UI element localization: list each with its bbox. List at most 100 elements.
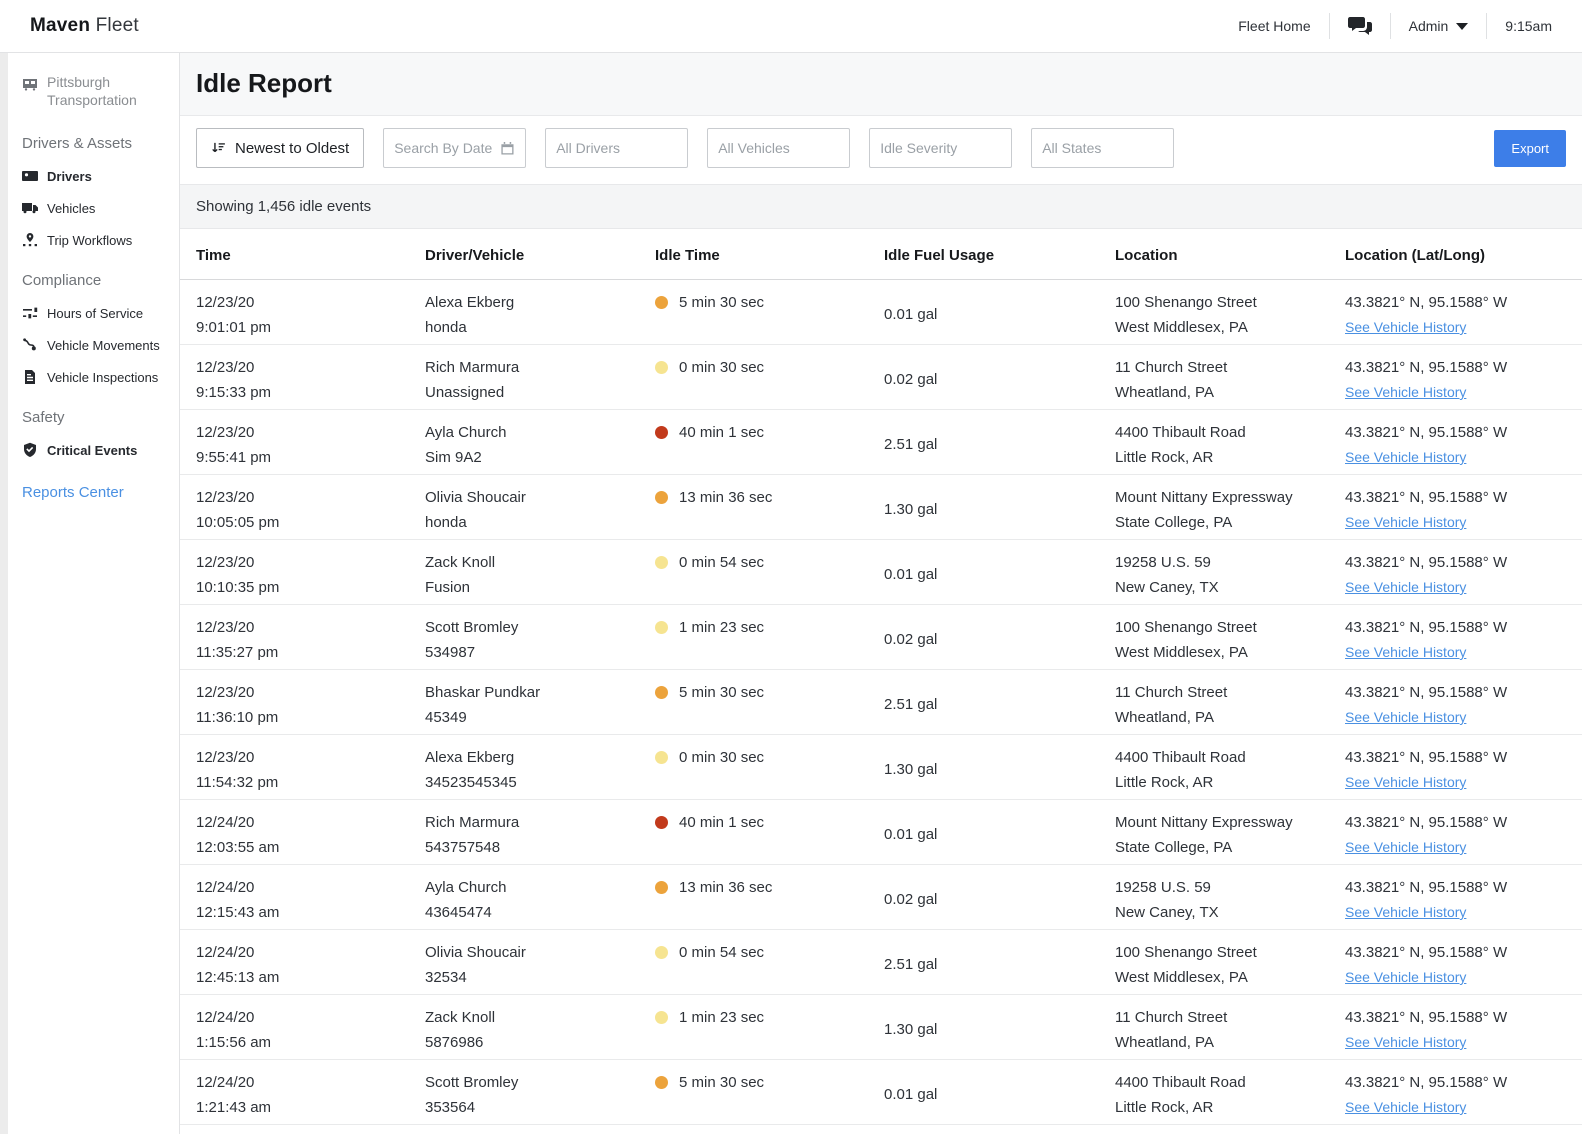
idle-time-cell: 0 min 54 sec bbox=[655, 940, 884, 965]
idle-time-cell: 0 min 30 sec bbox=[655, 745, 884, 770]
search-by-date-filter[interactable] bbox=[383, 128, 527, 168]
event-time: 12:03:55 am bbox=[196, 839, 280, 856]
idle-time-cell: 5 min 30 sec bbox=[655, 290, 884, 315]
col-header-driver-vehicle: Driver/Vehicle bbox=[425, 247, 525, 264]
see-vehicle-history-link[interactable]: See Vehicle History bbox=[1345, 709, 1467, 725]
event-time: 11:54:32 pm bbox=[196, 774, 279, 791]
driver-vehicle-cell: Ayla Church Sim 9A2 bbox=[425, 420, 655, 474]
event-date: 12/23/20 bbox=[196, 294, 255, 311]
event-time: 10:10:35 pm bbox=[196, 579, 280, 596]
driver-name: Alexa Ekberg bbox=[425, 294, 515, 311]
vehicle-name: Fusion bbox=[425, 579, 471, 596]
idle-time-cell: 0 min 54 sec bbox=[655, 550, 884, 575]
lat-long-value: 43.3821° N, 95.1588° W bbox=[1345, 619, 1508, 636]
see-vehicle-history-link[interactable]: See Vehicle History bbox=[1345, 449, 1467, 465]
driver-vehicle-cell: Olivia Shoucair 32534 bbox=[425, 940, 655, 994]
sidebar-item-vehicle-movements[interactable]: Vehicle Movements bbox=[8, 329, 179, 361]
see-vehicle-history-link[interactable]: See Vehicle History bbox=[1345, 969, 1467, 985]
sidebar-item-vehicle-inspections[interactable]: Vehicle Inspections bbox=[8, 361, 179, 393]
route-icon bbox=[23, 233, 37, 247]
idle-severity-input[interactable] bbox=[880, 140, 1002, 156]
all-drivers-input[interactable] bbox=[556, 140, 678, 156]
driver-name: Scott Bromley bbox=[425, 619, 519, 636]
see-vehicle-history-link[interactable]: See Vehicle History bbox=[1345, 514, 1467, 530]
location-cell: 4400 Thibault Road Little Rock, AR bbox=[1115, 745, 1345, 799]
location-city: New Caney, TX bbox=[1115, 579, 1219, 596]
sidebar-item-drivers[interactable]: Drivers bbox=[8, 160, 179, 192]
location-city: Wheatland, PA bbox=[1115, 1034, 1214, 1051]
driver-vehicle-cell: Alexa Ekberg 34523545345 bbox=[425, 745, 655, 799]
driver-vehicle-cell: Bhaskar Pundkar 45349 bbox=[425, 680, 655, 734]
latlong-cell: 43.3821° N, 95.1588° W See Vehicle Histo… bbox=[1345, 355, 1582, 409]
see-vehicle-history-link[interactable]: See Vehicle History bbox=[1345, 644, 1467, 660]
see-vehicle-history-link[interactable]: See Vehicle History bbox=[1345, 319, 1467, 335]
sidebar-item-vehicles[interactable]: Vehicles bbox=[8, 192, 179, 224]
search-by-date-input[interactable] bbox=[394, 140, 501, 156]
all-states-filter[interactable] bbox=[1031, 128, 1175, 168]
latlong-cell: 43.3821° N, 95.1588° W See Vehicle Histo… bbox=[1345, 615, 1582, 669]
event-time: 1:21:43 am bbox=[196, 1099, 272, 1116]
see-vehicle-history-link[interactable]: See Vehicle History bbox=[1345, 1034, 1467, 1050]
all-states-input[interactable] bbox=[1042, 140, 1164, 156]
admin-menu[interactable]: Admin bbox=[1409, 18, 1469, 34]
table-row: 12/23/20 9:01:01 pm Alexa Ekberg honda 5… bbox=[180, 280, 1582, 345]
driver-name: Scott Bromley bbox=[425, 1074, 519, 1091]
app-logo[interactable]: Maven Fleet bbox=[30, 15, 139, 37]
location-city: Little Rock, AR bbox=[1115, 1099, 1214, 1116]
export-button[interactable]: Export bbox=[1494, 129, 1566, 167]
sort-order-label: Newest to Oldest bbox=[235, 139, 350, 157]
section-drivers-assets: Drivers & Assets bbox=[22, 135, 133, 153]
see-vehicle-history-link[interactable]: See Vehicle History bbox=[1345, 774, 1467, 790]
sort-order-button[interactable]: Newest to Oldest bbox=[196, 128, 365, 168]
vehicle-name: Sim 9A2 bbox=[425, 449, 482, 466]
event-date: 12/24/20 bbox=[196, 1009, 255, 1026]
table-row: 12/23/20 11:36:10 pm Bhaskar Pundkar 453… bbox=[180, 670, 1582, 735]
see-vehicle-history-link[interactable]: See Vehicle History bbox=[1345, 904, 1467, 920]
idle-fuel-usage: 0.01 gal bbox=[884, 305, 938, 323]
all-vehicles-input[interactable] bbox=[718, 140, 840, 156]
document-icon bbox=[25, 370, 35, 385]
idle-severity-filter[interactable] bbox=[869, 128, 1013, 168]
driver-vehicle-cell: Scott Bromley 353564 bbox=[425, 1070, 655, 1124]
chat-icon[interactable] bbox=[1347, 16, 1372, 36]
sidebar-item-reports-center[interactable]: Reports Center bbox=[22, 484, 124, 502]
topbar: Maven Fleet Fleet Home Admin 9:15am bbox=[0, 0, 1582, 53]
all-drivers-filter[interactable] bbox=[545, 128, 689, 168]
company-selector[interactable]: Pittsburgh Transportation bbox=[8, 59, 179, 119]
see-vehicle-history-link[interactable]: See Vehicle History bbox=[1345, 839, 1467, 855]
sidebar-item-critical-events[interactable]: Critical Events bbox=[8, 434, 179, 466]
sidebar-item-trip-workflows[interactable]: Trip Workflows bbox=[8, 224, 179, 256]
table-header: Time Driver/Vehicle Idle Time Idle Fuel … bbox=[180, 229, 1582, 280]
idle-duration: 13 min 36 sec bbox=[679, 489, 773, 506]
idle-time-cell: 1 min 23 sec bbox=[655, 1005, 884, 1030]
chevron-down-icon bbox=[1456, 22, 1469, 30]
location-cell: 11 Church Street Wheatland, PA bbox=[1115, 355, 1345, 409]
driver-vehicle-cell: Zack Knoll Fusion bbox=[425, 550, 655, 604]
fleet-home-link[interactable]: Fleet Home bbox=[1238, 18, 1311, 34]
location-address: 11 Church Street bbox=[1115, 684, 1228, 701]
location-city: New Caney, TX bbox=[1115, 904, 1219, 921]
idle-time-cell: 5 min 30 sec bbox=[655, 1070, 884, 1095]
driver-name: Olivia Shoucair bbox=[425, 489, 526, 506]
table-row: 12/23/20 10:10:35 pm Zack Knoll Fusion 0… bbox=[180, 540, 1582, 605]
driver-vehicle-cell: Ayla Church 43645474 bbox=[425, 875, 655, 929]
time-cell: 12/23/20 10:05:05 pm bbox=[196, 485, 425, 539]
location-cell: 4400 Thibault Road Little Rock, AR bbox=[1115, 420, 1345, 474]
admin-label: Admin bbox=[1408, 18, 1449, 34]
vehicle-name: 32534 bbox=[425, 969, 467, 986]
all-vehicles-filter[interactable] bbox=[707, 128, 851, 168]
location-city: Little Rock, AR bbox=[1115, 774, 1214, 791]
location-city: West Middlesex, PA bbox=[1115, 644, 1248, 661]
sliders-icon bbox=[23, 307, 38, 319]
sidebar-item-hours-of-service[interactable]: Hours of Service bbox=[8, 297, 179, 329]
latlong-cell: 43.3821° N, 95.1588° W See Vehicle Histo… bbox=[1345, 290, 1582, 344]
see-vehicle-history-link[interactable]: See Vehicle History bbox=[1345, 1099, 1467, 1115]
event-time: 11:36:10 pm bbox=[196, 709, 279, 726]
event-date: 12/24/20 bbox=[196, 814, 255, 831]
truck-icon bbox=[22, 203, 38, 214]
see-vehicle-history-link[interactable]: See Vehicle History bbox=[1345, 384, 1467, 400]
divider bbox=[1389, 13, 1391, 39]
table-row: 12/23/20 11:54:32 pm Alexa Ekberg 345235… bbox=[180, 735, 1582, 800]
lat-long-value: 43.3821° N, 95.1588° W bbox=[1345, 944, 1508, 961]
see-vehicle-history-link[interactable]: See Vehicle History bbox=[1345, 579, 1467, 595]
